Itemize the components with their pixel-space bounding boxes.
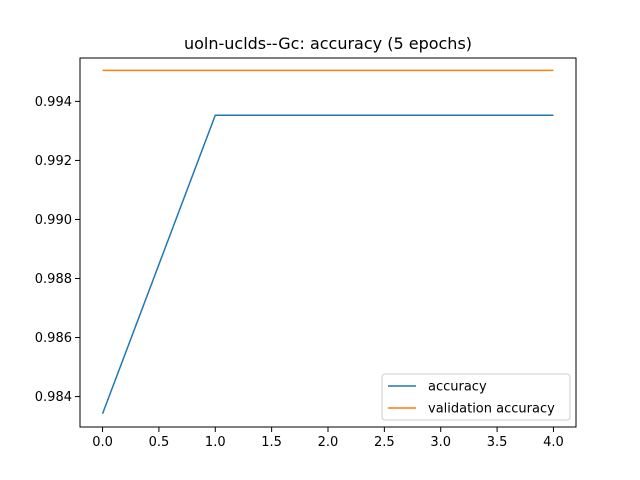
x-tick-label: 3.5 [487, 435, 508, 450]
x-tick-label: 4.0 [543, 435, 564, 450]
plot-frame [79, 57, 577, 428]
legend-label-validation-accuracy: validation accuracy [428, 402, 555, 417]
x-tick-label: 3.0 [430, 435, 451, 450]
x-tick-label: 0.5 [149, 435, 170, 450]
series-line-accuracy [101, 114, 554, 414]
x-tick-label: 0.0 [92, 435, 113, 450]
x-tick-label: 1.5 [261, 435, 282, 450]
chart-title: uoln-uclds--Gc: accuracy (5 epochs) [184, 34, 472, 53]
y-tick-label: 0.986 [35, 331, 72, 346]
legend-label-accuracy: accuracy [428, 380, 487, 395]
series-layer [101, 69, 554, 414]
y-tick-label: 0.994 [35, 95, 72, 110]
y-tick-label: 0.984 [35, 390, 72, 405]
y-axis: 0.984 0.986 0.988 0.990 0.992 0.994 [35, 95, 80, 405]
x-tick-label: 2.0 [318, 435, 339, 450]
x-axis: 0.0 0.5 1.0 1.5 2.0 2.5 3.0 3.5 4.0 [92, 427, 564, 450]
legend: accuracy validation accuracy [381, 373, 571, 421]
x-tick-label: 2.5 [374, 435, 395, 450]
y-tick-label: 0.988 [35, 272, 72, 287]
y-tick-label: 0.992 [35, 154, 72, 169]
x-tick-label: 1.0 [205, 435, 226, 450]
legend-box [381, 373, 571, 421]
y-tick-label: 0.990 [35, 213, 72, 228]
